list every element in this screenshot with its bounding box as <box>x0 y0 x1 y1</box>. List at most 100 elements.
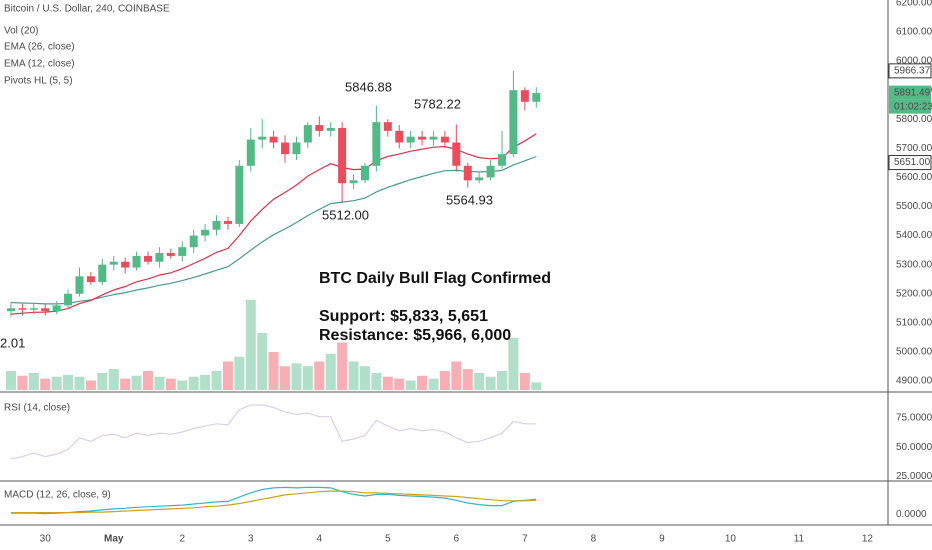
price-tag <box>888 63 932 79</box>
candle-body <box>486 165 495 178</box>
candle-body <box>509 90 518 155</box>
annotation: Resistance: $5,966, 6,000 <box>319 327 511 344</box>
candle-body <box>86 276 95 283</box>
volume-bar <box>40 378 51 390</box>
candle-body <box>520 90 529 102</box>
y-tick-label: 5000.00 <box>896 347 932 358</box>
y-tick-label: 5600.00 <box>896 172 932 183</box>
y-tick-label: 5800.00 <box>896 114 932 125</box>
candle-body <box>64 293 73 306</box>
candle-body <box>223 221 232 224</box>
volume-bar <box>291 363 302 390</box>
x-tick-label: 6 <box>454 534 460 545</box>
candle-body <box>349 180 358 184</box>
x-tick-label: 3 <box>248 534 254 545</box>
candle-body <box>429 136 438 140</box>
candle-body <box>326 127 335 131</box>
y-tick-label: 5500.00 <box>896 201 932 212</box>
candle-body <box>178 247 187 256</box>
y-tick-label: 5700.00 <box>896 143 932 154</box>
candle-body <box>269 136 278 143</box>
volume-bar <box>325 353 336 390</box>
volume-bar <box>257 333 268 390</box>
candle-body <box>360 165 370 181</box>
volume-bar <box>200 374 211 390</box>
macd-title: MACD (12, 26, close, 9) <box>4 490 111 501</box>
x-tick-label: 2 <box>179 534 185 545</box>
volume-bar <box>74 376 85 390</box>
volume-bar <box>371 372 382 390</box>
candle-body <box>406 136 415 143</box>
indicator-label: Vol (20) <box>4 26 38 37</box>
rsi-title: RSI (14, close) <box>4 403 70 414</box>
candle-body <box>166 253 175 256</box>
countdown-tag <box>889 99 931 114</box>
volume-bar <box>165 378 176 390</box>
volume-bar <box>142 371 154 390</box>
volume-bar <box>51 376 62 390</box>
candle-body <box>98 264 107 283</box>
x-tick-label: 7 <box>522 534 528 545</box>
candle-body <box>155 253 164 262</box>
volume-bar <box>131 375 142 390</box>
rsi-line <box>10 404 537 460</box>
x-tick-label: 30 <box>40 534 52 545</box>
x-tick-label: 8 <box>591 534 597 545</box>
x-tick-label: 9 <box>659 534 665 545</box>
volume-bar <box>245 299 256 390</box>
ema26-line <box>10 155 537 305</box>
indicator-label: EMA (12, close) <box>4 59 75 70</box>
volume-bar <box>508 337 519 390</box>
candle-body <box>498 154 507 166</box>
volume-bar <box>188 376 199 390</box>
y-tick-label: 5300.00 <box>896 259 932 270</box>
candle-body <box>29 308 38 310</box>
candle-body <box>121 261 130 268</box>
volume-bar <box>211 371 222 390</box>
candle-body <box>281 142 290 155</box>
volume-bar <box>222 361 233 390</box>
candle-body <box>52 305 61 312</box>
candle-body <box>475 177 484 181</box>
y-tick-label: 5200.00 <box>896 288 932 299</box>
candle-body <box>532 93 541 102</box>
ema12-line <box>10 133 537 315</box>
candle-body <box>143 255 153 262</box>
signal-line <box>11 490 537 514</box>
volume-bar <box>154 376 165 390</box>
volume-bar <box>234 356 245 390</box>
volume-bar <box>314 361 325 390</box>
volume-bar <box>17 375 28 390</box>
rsi-tick-label: 75.0000 <box>896 413 932 424</box>
volume-bar <box>302 366 313 390</box>
y-tick-label: 5100.00 <box>896 317 932 328</box>
pivot-label: 5782.22 <box>414 96 461 111</box>
price-tag <box>889 85 931 100</box>
pivot-label: 5564.93 <box>446 192 493 207</box>
candle-body <box>338 127 347 184</box>
volume-bar <box>280 366 291 390</box>
macd-tick-label: 0.0000 <box>896 509 927 520</box>
candle-body <box>41 308 50 312</box>
volume-bar <box>120 378 131 390</box>
macd-line <box>11 486 537 515</box>
indicator-label: Pivots HL (5, 5) <box>4 76 73 87</box>
volume-bar <box>5 371 16 390</box>
price-tag <box>888 155 932 171</box>
indicator-label: EMA (26, close) <box>4 42 75 53</box>
volume-bar <box>28 372 39 390</box>
candle-body <box>452 142 461 166</box>
x-tick-label: 12 <box>862 534 874 545</box>
volume-bar <box>485 376 496 390</box>
x-tick-label: May <box>104 534 124 545</box>
candle-body <box>315 125 324 131</box>
volume-bar <box>337 342 348 390</box>
candle-body <box>189 235 198 248</box>
volume-bar <box>348 361 359 390</box>
volume-bar <box>63 374 74 390</box>
countdown-label: 01:02:23 <box>894 101 932 112</box>
candle-body <box>109 261 118 265</box>
x-tick-label: 4 <box>317 534 323 545</box>
chart-title: Bitcoin / U.S. Dollar, 240, COINBASE <box>4 4 170 15</box>
x-tick-label: 11 <box>794 534 805 545</box>
